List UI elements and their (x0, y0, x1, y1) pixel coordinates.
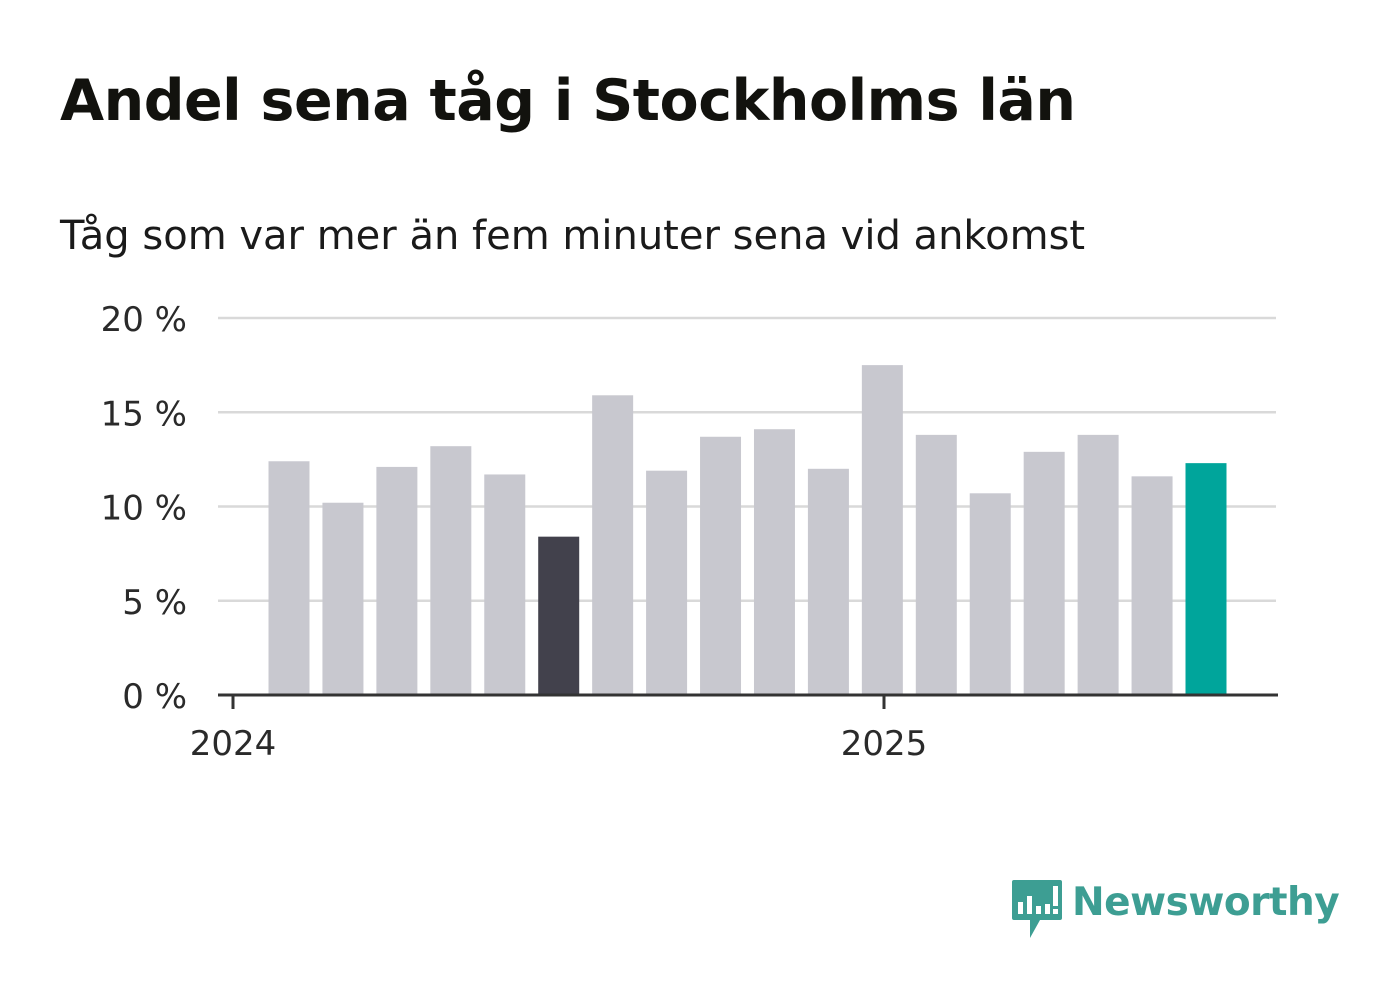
bar (268, 461, 310, 695)
bar (753, 429, 795, 695)
bar (700, 436, 742, 695)
y-tick-label: 20 % (101, 300, 187, 340)
y-tick-label: 10 % (101, 489, 187, 529)
bar (430, 446, 472, 695)
y-tick-label: 0 % (122, 677, 187, 717)
bar (915, 434, 957, 695)
bar (646, 470, 688, 695)
newsworthy-chart-bubble-icon (1012, 880, 1062, 938)
bar-lowest (538, 536, 580, 695)
bar (1131, 476, 1173, 695)
x-tick-label: 2025 (841, 724, 928, 764)
bar (322, 502, 364, 695)
bar (484, 474, 526, 695)
bar (1023, 451, 1065, 695)
x-tick-label: 2024 (190, 724, 277, 764)
axis: 0 % 5 % 10 % 15 % 20 % 2024 2025 (101, 300, 1278, 764)
bar (376, 466, 418, 695)
bar (861, 365, 903, 695)
newsworthy-logo: Newsworthy (1010, 878, 1340, 940)
bar (592, 395, 634, 695)
page-title: Andel sena tåg i Stockholms län (60, 68, 1076, 134)
bar-latest (1185, 463, 1227, 695)
logo-text: Newsworthy (1072, 880, 1340, 925)
bars (268, 365, 1227, 695)
bar (807, 468, 849, 695)
y-tick-label: 5 % (122, 583, 187, 623)
bar (1077, 434, 1119, 695)
chart-subtitle: Tåg som var mer än fem minuter sena vid … (60, 213, 1086, 259)
y-tick-label: 15 % (101, 394, 187, 434)
bar (969, 493, 1011, 695)
